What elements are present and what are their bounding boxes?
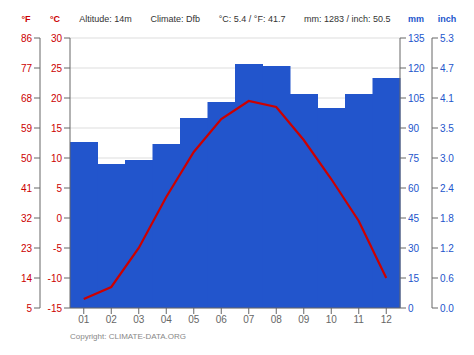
svg-text:-10: -10 [48, 273, 63, 284]
svg-text:50: 50 [21, 153, 33, 164]
svg-text:14: 14 [21, 273, 33, 284]
svg-text:75: 75 [408, 153, 420, 164]
svg-text:10: 10 [51, 153, 63, 164]
svg-text:5.3: 5.3 [440, 33, 454, 44]
svg-text:59: 59 [21, 123, 33, 134]
html-text:Altitude: 14m: Altitude: 14m [79, 14, 132, 24]
svg-text:2.4: 2.4 [440, 183, 454, 194]
svg-text:90: 90 [408, 123, 420, 134]
svg-text:10: 10 [326, 314, 338, 325]
html-text:mm: 1283 / inch: 50.5: mm: 1283 / inch: 50.5 [304, 14, 391, 24]
svg-text:04: 04 [161, 314, 173, 325]
svg-text:20: 20 [51, 93, 63, 104]
html-text:Climate: Dfb: Climate: Dfb [150, 14, 200, 24]
svg-text:4.1: 4.1 [440, 93, 454, 104]
svg-text:-15: -15 [48, 303, 63, 314]
html-text:mm: mm [408, 14, 424, 24]
html-text:°C: °C [49, 14, 60, 24]
svg-text:60: 60 [408, 183, 420, 194]
svg-text:41: 41 [21, 183, 33, 194]
svg-text:0: 0 [56, 213, 62, 224]
html-text:°F: °F [21, 14, 31, 24]
html-text:Copyright: CLIMATE-DATA.ORG: Copyright: CLIMATE-DATA.ORG [70, 332, 186, 341]
svg-text:5: 5 [56, 183, 62, 194]
svg-text:07: 07 [243, 314, 255, 325]
svg-text:1.2: 1.2 [440, 243, 454, 254]
svg-text:120: 120 [408, 63, 425, 74]
svg-text:12: 12 [381, 314, 393, 325]
svg-text:0.6: 0.6 [440, 273, 454, 284]
svg-text:3.5: 3.5 [440, 123, 454, 134]
svg-text:105: 105 [408, 93, 425, 104]
svg-text:32: 32 [21, 213, 33, 224]
svg-text:0.0: 0.0 [440, 303, 454, 314]
svg-text:03: 03 [133, 314, 145, 325]
svg-text:01: 01 [78, 314, 90, 325]
svg-text:0: 0 [408, 303, 414, 314]
svg-text:1.8: 1.8 [440, 213, 454, 224]
svg-text:15: 15 [51, 123, 63, 134]
svg-text:02: 02 [106, 314, 118, 325]
svg-text:30: 30 [51, 33, 63, 44]
svg-text:11: 11 [354, 314, 365, 325]
html-text:inch: inch [437, 14, 457, 24]
svg-text:08: 08 [271, 314, 283, 325]
svg-text:135: 135 [408, 33, 425, 44]
svg-text:4.7: 4.7 [440, 63, 454, 74]
svg-text:05: 05 [188, 314, 200, 325]
svg-text:77: 77 [21, 63, 33, 74]
svg-text:86: 86 [21, 33, 33, 44]
svg-text:3.0: 3.0 [440, 153, 454, 164]
html-text:°C: 5.4 / °F: 41.7: °C: 5.4 / °F: 41.7 [218, 14, 286, 24]
svg-text:30: 30 [408, 243, 420, 254]
svg-text:5: 5 [26, 303, 32, 314]
svg-text:45: 45 [408, 213, 420, 224]
svg-text:25: 25 [51, 63, 63, 74]
svg-text:68: 68 [21, 93, 33, 104]
svg-text:-5: -5 [53, 243, 62, 254]
svg-text:15: 15 [408, 273, 420, 284]
svg-text:06: 06 [216, 314, 228, 325]
svg-text:23: 23 [21, 243, 33, 254]
svg-text:09: 09 [298, 314, 310, 325]
